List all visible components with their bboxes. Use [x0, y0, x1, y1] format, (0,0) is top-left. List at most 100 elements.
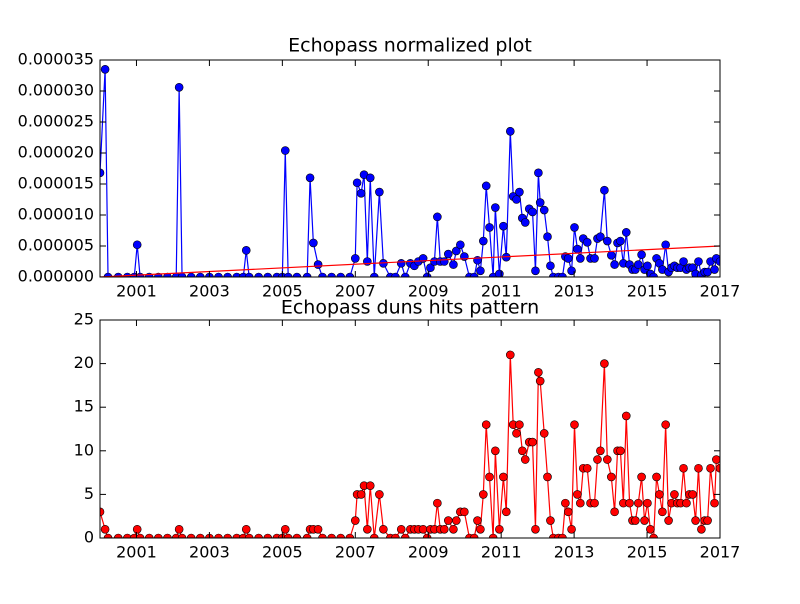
data-point: [670, 490, 679, 499]
data-point: [132, 240, 142, 250]
data-point: [396, 524, 406, 534]
x-tick-label: 2007: [335, 282, 376, 301]
axes-frame: [99, 319, 721, 539]
data-point: [603, 455, 612, 464]
data-point: [573, 244, 582, 254]
y-tick-label: 0.000035: [18, 50, 94, 69]
plot-area: [100, 65, 720, 277]
y-tick-label: 0.000005: [18, 236, 94, 255]
x-tick-label: 2015: [627, 282, 668, 301]
data-point: [643, 498, 652, 508]
y-tick-label: 10: [74, 440, 94, 459]
x-tick-label: 2013: [554, 543, 595, 562]
data-point: [369, 533, 379, 538]
y-tick-label: 0: [84, 528, 94, 547]
data-point: [558, 272, 567, 277]
data-point: [369, 272, 379, 277]
data-point: [460, 507, 469, 517]
x-tick-label: 2009: [408, 543, 449, 562]
data-point: [375, 490, 384, 499]
x-tick-label: 2011: [481, 282, 522, 301]
data-point: [621, 228, 631, 237]
data-point: [254, 272, 263, 277]
data-point: [576, 254, 585, 263]
data-point: [100, 524, 110, 534]
data-point: [535, 198, 545, 207]
y-tick-label: 0.000015: [18, 174, 94, 193]
data-point: [123, 533, 132, 538]
data-point: [515, 420, 524, 429]
data-point: [607, 472, 616, 482]
y-tick-label: 0.000025: [18, 112, 94, 131]
data-point: [679, 257, 688, 266]
data-point: [643, 261, 652, 271]
data-point: [302, 272, 312, 277]
data-point: [558, 533, 567, 538]
data-point: [100, 65, 110, 74]
data-point: [694, 257, 703, 266]
data-point: [710, 498, 719, 508]
data-point: [439, 524, 449, 534]
y-tick-label: 20: [74, 353, 94, 372]
data-point: [546, 261, 555, 271]
data-point: [154, 533, 163, 538]
data-point: [491, 203, 500, 212]
data-point: [469, 272, 479, 277]
data-point: [283, 272, 293, 277]
data-point: [244, 272, 254, 277]
x-tick-label: 2005: [262, 543, 303, 562]
x-tick-label: 2011: [481, 543, 522, 562]
data-point: [652, 472, 661, 482]
data-point: [418, 524, 428, 534]
data-point: [481, 181, 491, 191]
data-point: [345, 533, 355, 538]
data-point: [712, 455, 720, 464]
data-point: [631, 516, 640, 525]
data-point: [715, 257, 720, 266]
data-point: [582, 463, 592, 473]
data-point: [539, 205, 549, 215]
data-point: [520, 455, 530, 464]
data-point: [352, 178, 362, 188]
data-point: [305, 173, 315, 183]
data-point: [422, 272, 432, 277]
data-point: [703, 516, 712, 525]
data-point: [649, 533, 658, 538]
data-point: [520, 218, 530, 227]
data-point: [214, 533, 223, 538]
data-point: [313, 524, 323, 534]
data-point: [658, 507, 667, 517]
data-point: [345, 272, 355, 277]
data-point: [616, 446, 625, 456]
data-point: [469, 533, 479, 538]
data-point: [195, 272, 205, 277]
y-tick-label: 0.000030: [18, 81, 94, 100]
data-point: [177, 533, 187, 538]
data-point: [302, 533, 312, 538]
y-tick-label: 15: [74, 397, 94, 416]
data-point: [280, 524, 290, 534]
data-point: [610, 260, 619, 269]
plot-area: [100, 350, 720, 538]
data-point: [365, 173, 375, 183]
data-point: [214, 272, 223, 277]
data-point: [396, 259, 406, 268]
data-point: [186, 533, 196, 538]
data-point: [356, 189, 366, 198]
data-point: [531, 524, 540, 534]
data-point: [488, 533, 498, 538]
data-point: [543, 472, 552, 482]
data-point: [706, 463, 715, 473]
x-tick-label: 2015: [627, 543, 668, 562]
data-point: [327, 272, 336, 277]
data-point: [661, 240, 670, 250]
data-point: [449, 524, 458, 534]
data-point: [292, 272, 302, 277]
data-point: [590, 498, 599, 508]
subplot: Echopass normalized plot 2001 2003 2005 2007…: [18, 35, 741, 301]
x-tick-label: 2001: [116, 282, 157, 301]
x-tick-label: 2001: [116, 543, 157, 562]
data-point: [485, 472, 494, 482]
x-tick-label: 2017: [700, 543, 741, 562]
